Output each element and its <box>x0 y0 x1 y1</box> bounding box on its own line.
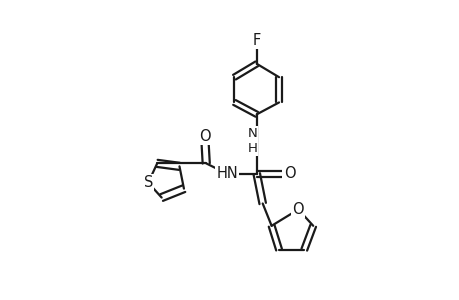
Text: O: O <box>292 202 303 217</box>
Text: N
H: N H <box>247 127 257 155</box>
Text: F: F <box>252 32 260 47</box>
Text: S: S <box>143 175 153 190</box>
Text: O: O <box>283 166 295 181</box>
Text: HN: HN <box>216 166 237 181</box>
Text: O: O <box>198 129 210 144</box>
